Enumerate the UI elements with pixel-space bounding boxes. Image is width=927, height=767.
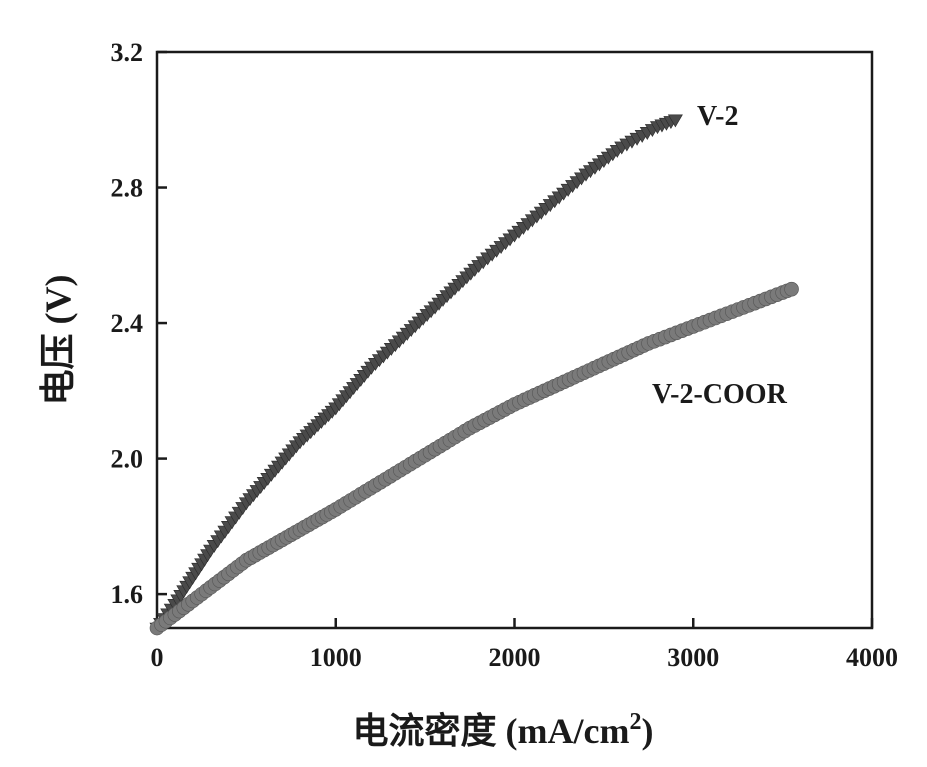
y-tick-label: 1.6 (111, 580, 144, 609)
x-axis: 0 1000 2000 3000 4000 (151, 618, 898, 672)
x-tick-label: 2000 (489, 643, 541, 672)
x-axis-title-close: ) (641, 711, 653, 751)
y-tick-label: 2.0 (111, 445, 144, 474)
x-tick-label: 3000 (667, 643, 719, 672)
y-axis: 1.6 2.0 2.4 2.8 3.2 (111, 38, 167, 609)
data-point (667, 114, 683, 128)
x-tick-label: 4000 (846, 643, 898, 672)
x-tick-label: 0 (151, 643, 164, 672)
x-tick-label: 1000 (310, 643, 362, 672)
data-point (784, 281, 799, 297)
series-v2-coor (149, 281, 799, 636)
x-axis-title: 电流密度 (mA/cm2) (353, 709, 654, 751)
series-layer (149, 114, 799, 636)
y-tick-label: 2.4 (111, 309, 144, 338)
x-axis-title-main: 电流密度 (mA/cm (353, 710, 630, 751)
series-label-v2: V-2 (697, 101, 738, 132)
series-v2 (149, 114, 683, 636)
x-axis-title-superscript: 2 (629, 709, 641, 735)
y-tick-label: 2.8 (111, 174, 144, 203)
y-axis-title: 电压 (V) (38, 275, 78, 406)
y-tick-label: 3.2 (111, 38, 144, 67)
plot-area (155, 50, 874, 630)
plot-frame (155, 50, 874, 630)
series-label-v2-coor: V-2-COOR (652, 379, 788, 410)
